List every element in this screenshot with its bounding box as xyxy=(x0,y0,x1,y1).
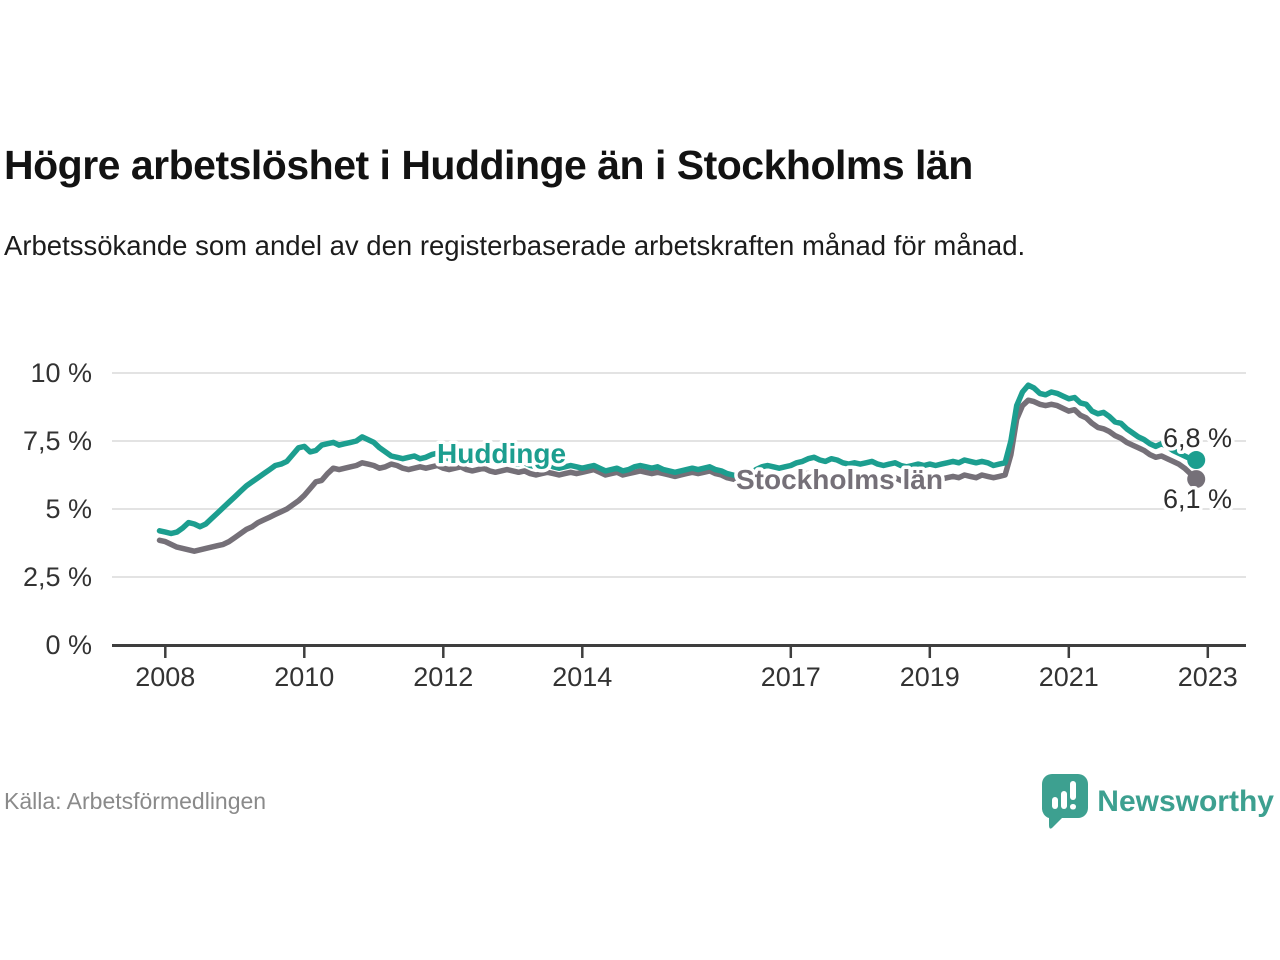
newsworthy-wordmark: Newsworthy xyxy=(1097,785,1274,818)
y-axis-label: 0 % xyxy=(45,630,92,660)
stockholms-lan-end-dot xyxy=(1187,470,1206,489)
x-axis-label: 2008 xyxy=(135,662,195,692)
y-axis-label: 2,5 % xyxy=(23,562,92,592)
x-axis-label: 2021 xyxy=(1039,662,1099,692)
chart-title: Högre arbetslöshet i Huddinge än i Stock… xyxy=(4,142,973,188)
huddinge-end-value: 6,8 % xyxy=(1163,423,1232,453)
stockholms-lan-end-value: 6,1 % xyxy=(1163,484,1232,514)
huddinge-label: Huddinge xyxy=(437,438,566,469)
x-axis-label: 2019 xyxy=(900,662,960,692)
x-axis-label: 2014 xyxy=(552,662,612,692)
x-axis-label: 2010 xyxy=(274,662,334,692)
x-axis-label: 2023 xyxy=(1178,662,1238,692)
stockholms-lan-label: Stockholms län xyxy=(736,464,943,495)
y-axis-label: 5 % xyxy=(45,494,92,524)
y-axis-label: 7,5 % xyxy=(23,426,92,456)
source-note: Källa: Arbetsförmedlingen xyxy=(4,788,267,814)
y-axis-label: 10 % xyxy=(30,358,92,388)
huddinge-line xyxy=(156,382,1199,537)
unemployment-line-chart: 0 % 2,5 % 5 % 7,5 % 10 % 2008 2010 2012 2014 2017… xyxy=(23,358,1246,692)
x-axis-label: 2017 xyxy=(761,662,821,692)
x-axis-label: 2012 xyxy=(413,662,473,692)
stockholms-lan-line xyxy=(156,397,1199,554)
newsworthy-bubble-chart-icon xyxy=(1042,774,1089,829)
chart-subtitle: Arbetssökande som andel av den registerb… xyxy=(4,230,1026,261)
huddinge-end-dot xyxy=(1187,451,1206,470)
newsworthy-logo: Newsworthy xyxy=(1042,773,1274,831)
